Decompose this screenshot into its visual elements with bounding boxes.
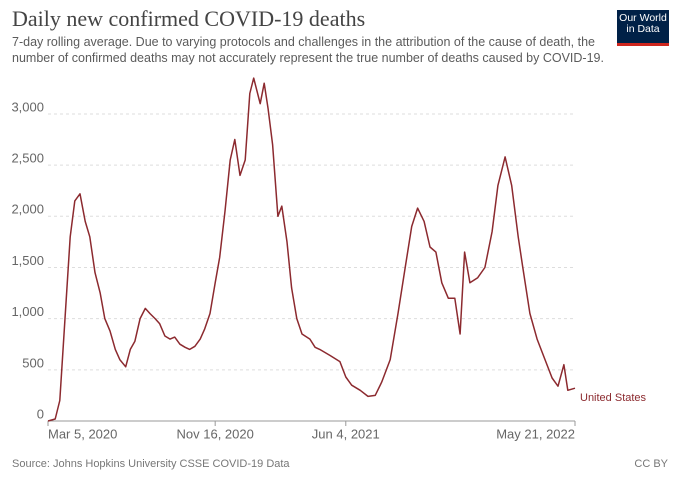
y-tick-label: 1,000 xyxy=(11,304,44,319)
chart-subtitle: 7-day rolling average. Due to varying pr… xyxy=(12,35,604,65)
y-tick-label: 1,500 xyxy=(11,253,44,268)
y-tick-label: 2,500 xyxy=(11,151,44,166)
x-tick-label: May 21, 2022 xyxy=(496,426,575,441)
license[interactable]: CC BY xyxy=(634,458,668,470)
y-tick-label: 3,000 xyxy=(11,99,44,114)
chart-title: Daily new confirmed COVID-19 deaths xyxy=(12,6,366,31)
y-tick-label: 0 xyxy=(37,406,44,421)
x-tick-label: Jun 4, 2021 xyxy=(312,426,380,441)
y-tick-label: 2,000 xyxy=(11,202,44,217)
y-tick-label: 500 xyxy=(22,355,44,370)
series-label: United States xyxy=(580,392,647,404)
source-note: Source: Johns Hopkins University CSSE CO… xyxy=(12,458,290,470)
logo[interactable]: Our World in Data xyxy=(617,10,669,46)
data-line xyxy=(47,77,576,422)
x-tick-label: Nov 16, 2020 xyxy=(177,426,254,441)
x-tick-label: Mar 5, 2020 xyxy=(48,426,117,441)
